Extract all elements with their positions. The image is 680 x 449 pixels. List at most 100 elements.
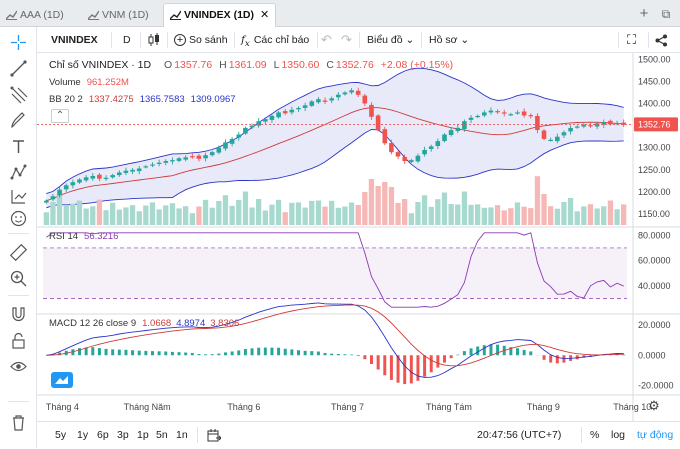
redo-icon[interactable]: ↷ [341,32,352,47]
text-icon[interactable] [9,137,28,156]
volume-bar [421,195,428,225]
plus-circle-icon: + [174,34,186,46]
pattern-icon[interactable] [9,163,28,182]
candle-body [495,111,500,113]
candle-body [110,175,115,178]
trend-line-icon[interactable] [9,59,28,78]
candles-icon[interactable] [147,27,161,53]
pitchfork-icon[interactable] [9,85,28,104]
range-5y[interactable]: 5y [55,429,67,441]
bollinger-band-fill [46,68,624,208]
toolbar-divider [197,427,198,443]
volume-bar [116,209,122,225]
tab-vnm[interactable]: VNM (1D) [87,4,149,27]
log-toggle[interactable]: log [611,429,626,441]
candle-body [594,123,600,127]
macd-legend: MACD 12 26 close 9 1.0668 4.8974 3.8306 [49,318,241,329]
lock-icon[interactable] [9,331,28,350]
volume-bar [63,205,69,225]
volume-bar [222,195,229,225]
volume-bar [395,203,401,225]
volume-bar [269,204,275,225]
candle-body [136,168,142,172]
chart-tab-icon [5,10,18,21]
trash-icon[interactable] [9,413,28,432]
volume-bar [521,206,527,225]
range-1y[interactable]: 1y [77,429,89,441]
volume-bar [83,208,89,225]
close-tab-icon[interactable]: ✕ [260,9,270,21]
bb-legend: BB 20 2 1337.4275 1365.7583 1309.0967 [49,94,238,105]
compare-button[interactable]: + So sánh [174,27,228,53]
close-label: C [326,59,334,71]
profile-menu[interactable]: Hồ sơ ⌄ [429,34,470,46]
time-axis[interactable]: Tháng 4 Tháng Năm Tháng 6 Tháng 7 Tháng Tám T… [46,402,651,412]
signal-line [46,304,624,367]
volume-bar [368,179,375,225]
volume-bar [342,206,348,225]
range-6p[interactable]: 6p [97,429,109,441]
volume-bar [209,207,215,225]
indicators-button[interactable]: fx Các chỉ báo [241,34,310,50]
candle-body [150,164,155,166]
candle-body [482,112,487,116]
volume-bar [441,192,448,225]
time-axis-label: Tháng 6 [227,402,260,412]
rsi-axis-label: 80.0000 [638,230,671,240]
volume-bar [43,212,49,225]
brush-icon[interactable] [9,111,28,130]
candle-body [57,189,62,196]
zoom-in-icon[interactable] [9,269,28,288]
range-3p[interactable]: 3p [117,429,129,441]
candle-body [263,119,268,122]
rsi-legend: RSI 14 56.3216 [49,231,120,242]
prediction-icon[interactable] [9,187,28,206]
chart-toolbar: VNINDEX D + So sánh fx Các chỉ báo ↶ ↷ Biể… [37,27,680,53]
bb-label: BB 20 2 [49,94,83,105]
volume-bar [362,192,368,225]
rsi-axis-label: 60.0000 [638,256,671,266]
price-axis[interactable]: 1500.001450.001400.001350.001300.001250.… [634,54,678,390]
tab-vnindex[interactable]: VNINDEX (1D) ✕ [163,3,277,27]
clock[interactable]: 20:47:56 (UTC+7) [477,429,562,441]
symbol-search[interactable]: VNINDEX [51,34,98,46]
tradingview-logo-icon[interactable] [51,372,73,388]
volume-bar [76,200,83,225]
range-1p[interactable]: 1p [137,429,149,441]
volume-bar [309,200,315,225]
magnet-icon[interactable] [9,305,28,324]
range-5n[interactable]: 5n [156,429,168,441]
auto-toggle[interactable]: tự động [637,429,674,441]
settings-gear-icon[interactable]: ⚙ [648,398,660,413]
chart-type-menu[interactable]: Biểu đồ ⌄ [367,34,415,46]
goto-date-icon[interactable] [207,422,222,449]
restore-window-icon[interactable]: ⧉ [661,7,671,21]
ruler-icon[interactable] [9,243,28,262]
candle-body [535,115,540,130]
volume-bar [249,207,255,225]
share-icon[interactable] [655,27,668,53]
candle-body [316,99,321,103]
time-axis-label: Tháng 9 [527,402,560,412]
percent-toggle[interactable]: % [590,429,600,441]
toolbar-divider [359,32,360,48]
tab-aaa[interactable]: AAA (1D) [5,4,64,27]
crosshair-icon[interactable] [9,33,28,52]
emoji-icon[interactable] [9,209,28,228]
price-axis-label: 1500.00 [638,54,671,64]
toolbar-divider [8,401,29,402]
toolbar-divider [167,32,168,48]
undo-icon[interactable]: ↶ [321,32,332,47]
candle-body [528,115,534,117]
fullscreen-icon[interactable]: ⛶ [627,32,637,47]
chart-area[interactable]: 1500.001450.001400.001350.001300.001250.… [37,53,680,421]
add-tab-icon[interactable]: + [639,5,649,22]
interval-selector[interactable]: D [123,34,131,46]
collapse-legend-icon[interactable]: ⌃ [51,109,69,123]
chart-canvas[interactable]: 1500.001450.001400.001350.001300.001250.… [37,53,680,421]
chevron-down-icon: ⌄ [405,34,415,46]
range-1n[interactable]: 1n [176,429,188,441]
candle-body [156,162,162,164]
eye-icon[interactable] [9,357,28,376]
low-label: L [273,59,280,71]
